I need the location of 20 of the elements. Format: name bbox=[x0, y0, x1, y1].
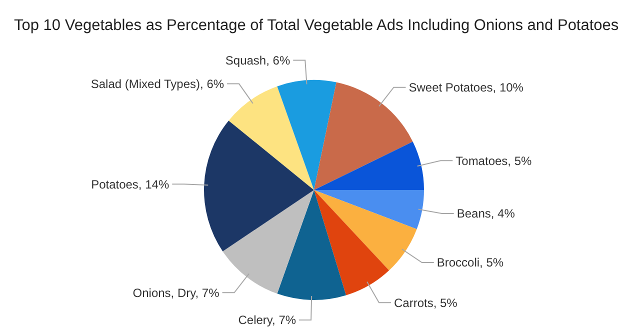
pie-slice bbox=[222, 190, 314, 294]
slice-label: Potatoes, 14% bbox=[91, 177, 170, 192]
pie-slice bbox=[204, 120, 314, 252]
slice-label: Squash, 6% bbox=[225, 54, 290, 68]
slice-label: Salad (Mixed Types), 6% bbox=[90, 76, 224, 91]
slice-label: Sweet Potatoes, 10% bbox=[408, 80, 524, 95]
slice-label: Tomatoes, 5% bbox=[456, 154, 532, 168]
chart-title: Top 10 Vegetables as Percentage of Total Vegetable Ads Including Onions and Potatoes bbox=[14, 17, 619, 34]
pie-slice bbox=[314, 190, 424, 230]
pie-slice bbox=[314, 142, 424, 190]
pie-slice bbox=[277, 80, 336, 190]
slice-label: Carrots, 5% bbox=[394, 296, 458, 310]
pie-slice bbox=[314, 190, 390, 296]
slice-label: Celery, 7% bbox=[238, 313, 296, 328]
slice-label: Beans, 4% bbox=[456, 206, 516, 221]
slice-label: Onions, Dry, 7% bbox=[132, 286, 220, 300]
pie-slice bbox=[314, 190, 417, 270]
slice-label: Broccoli, 5% bbox=[436, 256, 504, 270]
pie-slice bbox=[277, 190, 346, 300]
pie-slice bbox=[228, 86, 314, 190]
